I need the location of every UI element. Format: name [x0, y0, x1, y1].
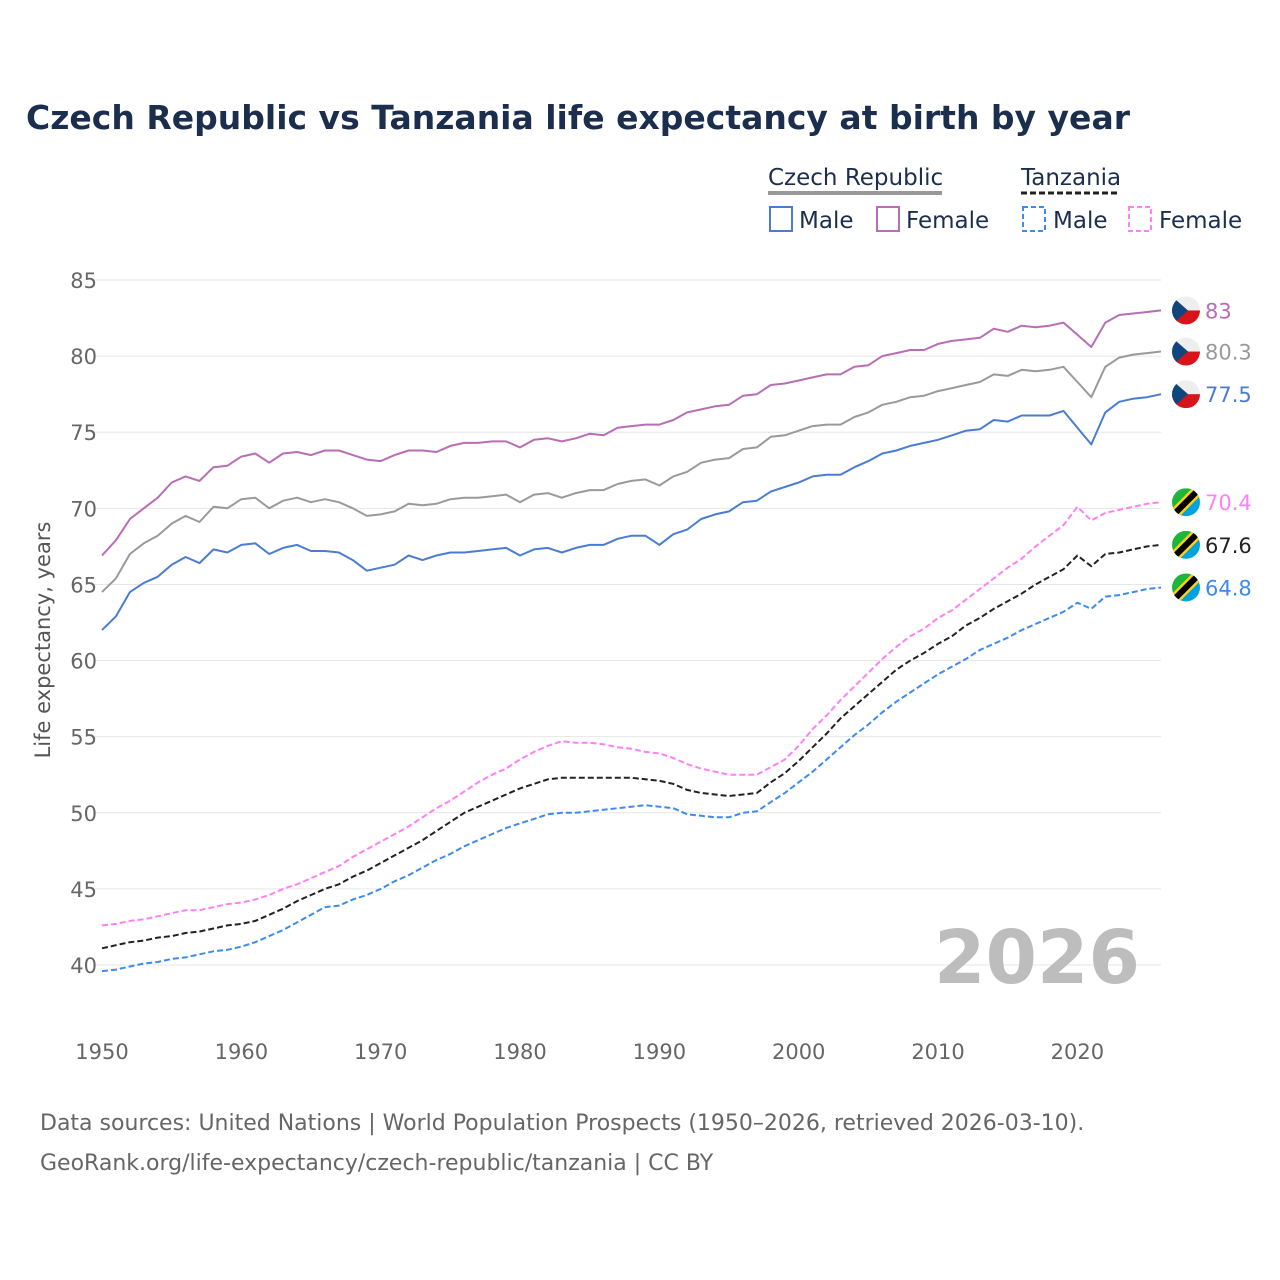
y-tick-label: 80	[70, 345, 97, 369]
czech-flag-icon	[1172, 337, 1200, 366]
x-tick-label: 2000	[772, 1040, 825, 1064]
y-tick-label: 60	[70, 650, 97, 674]
y-tick-label: 65	[70, 573, 97, 597]
year-watermark: 2026	[934, 915, 1140, 1001]
tanzania-flag-icon	[1172, 488, 1200, 517]
y-tick-label: 50	[70, 802, 97, 826]
series-line-czech-republic-male	[101, 393, 1162, 631]
legend-label-czech-female: Female	[906, 208, 989, 234]
tanzania-flag-icon	[1172, 530, 1200, 559]
tanzania-flag-icon	[1172, 573, 1200, 602]
x-tick-label: 1990	[633, 1040, 686, 1064]
end-value-label: 64.8	[1205, 576, 1252, 600]
chart-title: Czech Republic vs Tanzania life expectan…	[26, 98, 1131, 137]
legend-group-tanzania: Tanzania	[1020, 165, 1121, 191]
legend-label-czech-male: Male	[799, 208, 853, 234]
legend-swatch-tanzania-male	[1022, 206, 1046, 232]
y-tick-label: 45	[70, 878, 97, 902]
legend-label-tanzania-male: Male	[1053, 208, 1107, 234]
y-tick-label: 85	[70, 269, 97, 293]
y-tick-label: 40	[70, 954, 97, 978]
end-value-label: 77.5	[1205, 383, 1252, 407]
series-lines	[101, 309, 1162, 973]
legend-swatch-tanzania-female	[1128, 206, 1152, 232]
source-line-1: Data sources: United Nations | World Pop…	[40, 1111, 1084, 1136]
legend-label-tanzania-female: Female	[1159, 208, 1242, 234]
y-axis-ticks: 40 45 50 55 60 65 70 75 80 85	[70, 269, 97, 978]
series-line-tanzania-total	[101, 543, 1162, 950]
czech-flag-icon	[1172, 296, 1200, 325]
legend-swatch-czech-male	[769, 206, 793, 232]
series-line-czech-republic-total	[101, 350, 1162, 593]
series-line-tanzania-female	[101, 501, 1162, 927]
end-value-label: 83	[1205, 299, 1232, 323]
czech-flag-icon	[1172, 380, 1200, 409]
y-tick-label: 75	[70, 421, 97, 445]
x-tick-label: 2020	[1051, 1040, 1104, 1064]
series-line-czech-republic-female	[101, 309, 1162, 557]
series-line-tanzania-male	[101, 586, 1162, 973]
x-tick-label: 1950	[75, 1040, 128, 1064]
x-tick-label: 1970	[354, 1040, 407, 1064]
legend: Czech Republic Tanzania Male Female Male…	[768, 165, 1242, 234]
x-tick-label: 1960	[215, 1040, 268, 1064]
end-value-label: 67.6	[1205, 534, 1252, 558]
gridlines	[95, 279, 1161, 966]
x-tick-label: 2010	[911, 1040, 964, 1064]
y-axis-label: Life expectancy, years	[31, 522, 55, 759]
x-axis-ticks: 1950 1960 1970 1980 1990 2000 2010 2020	[75, 1040, 1104, 1064]
legend-group-czech-republic: Czech Republic	[768, 165, 943, 191]
end-labels: 83 80.3 77.5 70.4 67.6 64.8	[1172, 296, 1252, 602]
y-tick-label: 70	[70, 497, 97, 521]
end-value-label: 80.3	[1205, 341, 1252, 365]
x-tick-label: 1980	[493, 1040, 546, 1064]
end-value-label: 70.4	[1205, 491, 1252, 515]
source-line-2: GeoRank.org/life-expectancy/czech-republ…	[40, 1151, 714, 1176]
legend-swatch-czech-female	[876, 206, 900, 232]
y-tick-label: 55	[70, 726, 97, 750]
